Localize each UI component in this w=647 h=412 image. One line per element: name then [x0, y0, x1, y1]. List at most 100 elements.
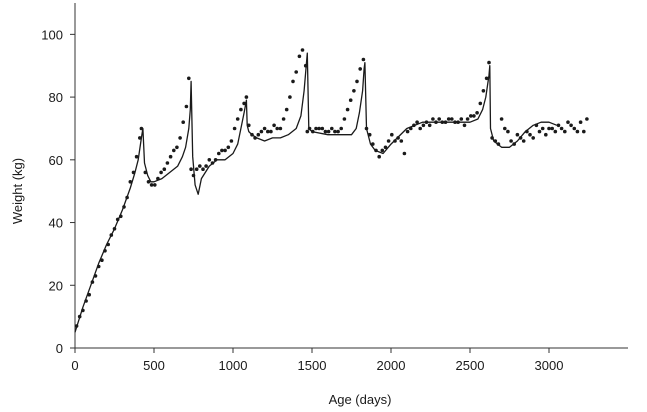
data-point	[528, 132, 532, 137]
data-point	[305, 129, 310, 134]
data-point	[81, 308, 85, 313]
data-point	[358, 67, 363, 71]
data-point	[537, 129, 542, 134]
data-point	[506, 129, 510, 134]
data-point	[159, 170, 163, 175]
data-point	[518, 136, 523, 140]
data-point	[575, 129, 580, 134]
data-point	[462, 123, 467, 128]
data-point	[109, 233, 114, 237]
data-point	[566, 120, 570, 124]
data-point	[472, 114, 476, 118]
data-point	[207, 158, 212, 162]
y-tick-label: 80	[49, 90, 63, 105]
y-tick-label: 20	[49, 278, 63, 293]
data-point	[396, 136, 400, 140]
data-point	[125, 195, 129, 200]
data-point	[112, 227, 117, 231]
data-point	[585, 117, 589, 121]
data-point	[415, 120, 419, 124]
data-point	[187, 76, 191, 81]
data-point	[198, 164, 202, 168]
data-point	[189, 167, 193, 171]
data-point	[434, 120, 438, 124]
data-point	[323, 129, 328, 134]
data-point	[478, 101, 483, 106]
x-tick-label: 2500	[456, 358, 485, 373]
data-point	[405, 129, 410, 134]
data-point	[371, 142, 375, 146]
data-point	[210, 161, 215, 165]
data-point	[450, 117, 454, 121]
y-tick-label: 60	[49, 153, 63, 168]
x-axis-label: Age (days)	[329, 392, 392, 407]
data-point	[184, 104, 189, 109]
tick-labels: 0 500 1000 1500 2000 2500 3000 0 20 40 60 80 100	[41, 27, 563, 373]
data-point	[547, 126, 551, 131]
data-point	[300, 48, 305, 52]
data-point	[288, 95, 292, 99]
data-point	[115, 217, 120, 222]
data-point	[421, 123, 426, 128]
x-tick-label: 500	[143, 358, 165, 373]
data-point	[409, 126, 413, 131]
data-point	[122, 205, 126, 209]
data-point	[582, 129, 586, 134]
data-point	[235, 117, 240, 121]
data-point	[509, 139, 513, 143]
data-point	[250, 132, 254, 137]
data-point	[284, 107, 289, 112]
data-point	[303, 63, 308, 68]
data-point	[87, 292, 91, 297]
data-point	[383, 145, 388, 150]
data-point	[256, 132, 261, 137]
data-point	[544, 132, 548, 137]
y-tick-label: 40	[49, 216, 63, 231]
data-point	[138, 136, 142, 140]
data-point	[393, 139, 397, 143]
data-point	[499, 117, 504, 121]
data-point	[317, 126, 321, 131]
data-point	[380, 148, 385, 153]
data-point	[427, 123, 432, 128]
data-point	[106, 242, 110, 247]
data-point	[307, 126, 312, 131]
data-point	[156, 176, 160, 181]
data-point	[294, 70, 299, 74]
data-point	[412, 123, 416, 128]
data-point	[496, 142, 501, 146]
data-point	[475, 111, 479, 115]
data-point	[272, 123, 276, 128]
data-point	[437, 117, 442, 121]
data-point	[459, 117, 464, 121]
data-point	[165, 161, 170, 165]
data-point	[563, 129, 567, 134]
data-point	[418, 126, 423, 131]
data-point	[484, 76, 489, 81]
data-point	[490, 136, 494, 140]
data-point	[143, 170, 148, 175]
data-point	[556, 123, 561, 128]
data-point	[242, 101, 246, 106]
data-point	[103, 249, 107, 253]
data-point	[424, 120, 429, 124]
data-point	[74, 324, 79, 328]
data-point	[162, 167, 167, 171]
data-point	[364, 126, 369, 131]
data-point	[399, 139, 404, 143]
data-point	[275, 126, 280, 131]
data-point	[247, 123, 251, 128]
data-point	[531, 136, 535, 140]
data-point	[559, 126, 564, 131]
data-point	[431, 117, 435, 121]
data-point	[191, 173, 196, 178]
data-point	[540, 126, 545, 131]
data-point	[119, 214, 123, 219]
data-point	[220, 148, 224, 153]
data-point	[217, 151, 221, 156]
data-point	[239, 107, 243, 112]
data-point	[440, 120, 445, 124]
data-point	[453, 120, 457, 124]
